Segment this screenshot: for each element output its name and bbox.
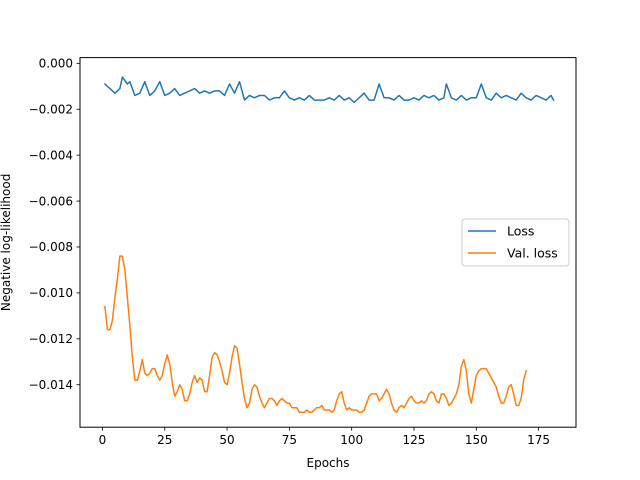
x-axis-label: Epochs	[307, 456, 350, 470]
y-tick-label: −0.002	[29, 102, 73, 116]
x-tick-label: 175	[527, 433, 550, 447]
legend-label-loss: Loss	[507, 224, 534, 239]
series-line-val-loss	[104, 255, 528, 414]
x-tick-label: 50	[219, 433, 234, 447]
legend: Loss Val. loss	[461, 218, 570, 267]
x-tick-label: 0	[99, 433, 107, 447]
y-tick-label: −0.010	[29, 286, 73, 300]
y-tick-label: −0.004	[29, 148, 73, 162]
y-tick-label: 0.000	[39, 57, 73, 71]
y-tick-label: −0.014	[29, 378, 73, 392]
series-line-loss	[103, 76, 555, 104]
plot-area	[103, 76, 555, 414]
y-tick-label: −0.012	[29, 332, 73, 346]
x-tick-label: 75	[282, 433, 297, 447]
x-tick-label: 25	[157, 433, 172, 447]
x-tick-label: 125	[403, 433, 426, 447]
y-axis-label: Negative log-likelihood	[0, 174, 13, 311]
x-tick-label: 100	[340, 433, 363, 447]
axes-frame	[79, 57, 577, 428]
y-tick-label: −0.006	[29, 194, 73, 208]
x-axis: 0 25 50 75 100 125 150 175	[99, 427, 550, 447]
y-axis: 0.000 −0.002 −0.004 −0.006 −0.008 −0.010 −0.01…	[29, 57, 80, 392]
legend-label-val-loss: Val. loss	[507, 246, 558, 261]
y-tick-label: −0.008	[29, 240, 73, 254]
x-tick-label: 150	[465, 433, 488, 447]
